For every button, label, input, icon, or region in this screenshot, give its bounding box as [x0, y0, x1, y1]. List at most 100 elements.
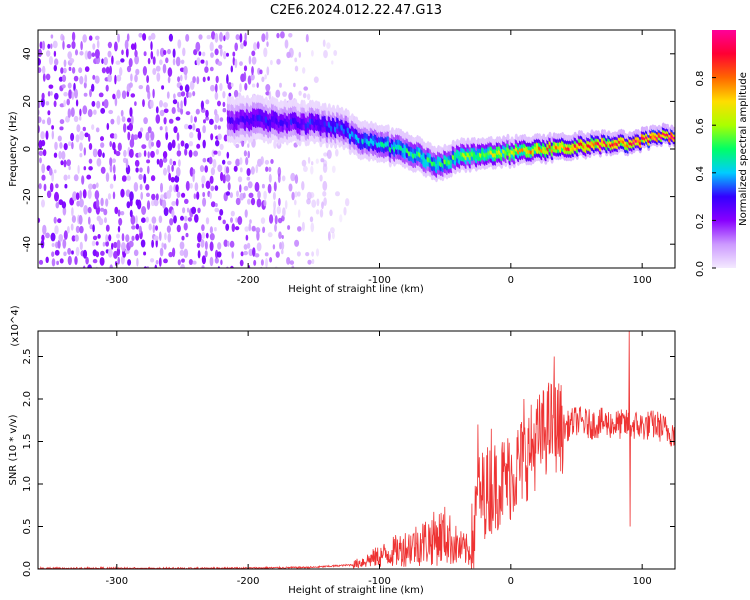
spectrogram-noise-cell [143, 150, 147, 157]
colorbar-label: Normalized spectral amplitude [738, 72, 749, 226]
spectrogram-noise-cell [53, 50, 57, 57]
spectrogram-noise-cell [205, 116, 210, 121]
spectrogram-noise-cell [68, 141, 72, 146]
spectrogram-noise-cell [40, 97, 45, 108]
spectrogram-noise-cell [319, 209, 324, 218]
spectrogram-noise-cell [133, 182, 139, 192]
spectrogram-noise-cell [239, 167, 243, 173]
spectrogram-noise-cell [145, 216, 149, 223]
spectrogram-noise-cell [82, 265, 86, 268]
spectrogram-noise-cell [73, 115, 79, 123]
spectrogram-noise-cell [153, 198, 159, 207]
spectrogram-noise-cell [219, 32, 223, 42]
spectrogram-noise-cell [273, 140, 277, 149]
spectrogram-noise-cell [222, 174, 226, 184]
spectrogram-noise-cell [42, 224, 47, 235]
spectrogram-noise-cell [58, 234, 63, 242]
spectrogram-noise-cell [42, 119, 46, 125]
x-tick-label: -200 [237, 576, 260, 587]
spectrogram-noise-cell [82, 189, 87, 199]
spectrogram-noise-cell [116, 239, 121, 250]
spectrogram-noise-cell [301, 159, 307, 167]
spectrogram-noise-cell [106, 122, 110, 131]
spectrogram-noise-cell [176, 150, 182, 157]
y-tick-label: 2.5 [22, 349, 33, 365]
spectrogram-noise-cell [232, 56, 235, 66]
spectrogram-noise-cell [162, 157, 168, 163]
spectrogram-noise-cell [311, 251, 314, 257]
spectrogram-noise-cell [146, 200, 151, 210]
spectrogram-noise-cell [195, 128, 200, 133]
spectrogram-noise-cell [82, 105, 88, 115]
spectrogram-noise-cell [202, 139, 206, 149]
spectrogram-noise-cell [109, 157, 113, 167]
spectrogram-noise-cell [53, 100, 57, 108]
spectrogram-noise-cell [98, 92, 104, 98]
spectrogram-noise-cell [305, 34, 309, 43]
spectrogram-noise-cell [220, 259, 223, 266]
spectrogram-noise-cell [126, 201, 131, 209]
spectrogram-noise-cell [201, 232, 206, 239]
spectrogram-noise-cell [41, 40, 46, 51]
spectrogram-noise-cell [330, 227, 335, 234]
spectrogram-noise-cell [209, 41, 214, 52]
spectrogram-noise-cell [185, 34, 190, 42]
spectrogram-noise-cell [159, 231, 162, 241]
y-tick-label: 1.5 [22, 434, 33, 450]
spectrogram-noise-cell [264, 159, 270, 165]
spectrogram-noise-cell [176, 101, 180, 109]
figure-title: C2E6.2024.012.22.47.G13 [270, 3, 442, 18]
spectrogram-noise-cell [256, 41, 260, 50]
spectrogram-noise-cell [53, 216, 57, 224]
spectrogram-noise-cell [101, 58, 104, 64]
spectrogram-noise-cell [57, 218, 62, 224]
spectrogram-noise-cell [74, 234, 79, 242]
spectrogram-noise-cell [130, 73, 133, 82]
spectrogram-noise-cell [51, 251, 55, 257]
spectrogram-noise-cell [227, 240, 230, 247]
y-tick-label: 0.5 [22, 519, 33, 535]
spectrogram-noise-cell [126, 65, 132, 73]
spectrogram-noise-cell [230, 65, 233, 73]
spectrogram-noise-cell [180, 100, 183, 110]
spectrogram-noise-cell [64, 183, 68, 189]
spectrogram-noise-cell [109, 141, 112, 147]
spectrogram-noise-cell [107, 50, 112, 58]
spectrogram-noise-cell [88, 158, 93, 164]
spectrogram-noise-cell [125, 47, 129, 58]
spectrogram-ylabel: Frequency (Hz) [8, 111, 19, 187]
spectrogram-noise-cell [235, 143, 240, 149]
spectrogram-noise-cell [120, 211, 125, 216]
spectrogram-noise-cell [272, 244, 276, 250]
spectrogram-noise-cell [189, 80, 195, 90]
spectrogram-noise-cell [42, 73, 46, 82]
spectrogram-noise-cell [331, 60, 334, 65]
spectrogram-noise-cell [68, 165, 71, 171]
spectrogram-ridge-cell [346, 109, 350, 118]
spectrogram-noise-cell [268, 90, 272, 101]
spectrogram-noise-cell [243, 71, 247, 82]
spectrogram-noise-cell [194, 116, 197, 123]
spectrogram-noise-cell [193, 49, 198, 56]
spectrogram-noise-cell [41, 174, 46, 181]
x-tick-label: 100 [633, 275, 652, 286]
spectrogram-noise-cell [91, 100, 96, 107]
spectrogram-noise-cell [81, 175, 85, 185]
spectrogram-noise-cell [225, 223, 230, 231]
spectrogram-noise-cell [75, 246, 80, 257]
spectrogram-noise-cell [188, 141, 193, 147]
spectrogram-noise-cell [62, 35, 65, 42]
spectrogram-noise-cell [231, 251, 234, 259]
spectrogram-noise-cell [209, 192, 212, 200]
spectrogram-noise-cell [91, 124, 95, 130]
spectrogram-noise-cell [171, 139, 176, 149]
spectrogram-noise-cell [54, 191, 59, 202]
spectrogram-noise-cell [138, 32, 143, 38]
spectrogram-noise-cell [105, 198, 109, 207]
spectrogram-noise-cell [247, 150, 250, 159]
spectrogram-noise-cell [164, 232, 167, 241]
spectrogram-noise-cell [178, 159, 181, 167]
spectrogram-noise-cell [192, 76, 196, 84]
spectrogram-noise-cell [323, 152, 328, 157]
spectrogram-noise-cell [175, 184, 179, 193]
